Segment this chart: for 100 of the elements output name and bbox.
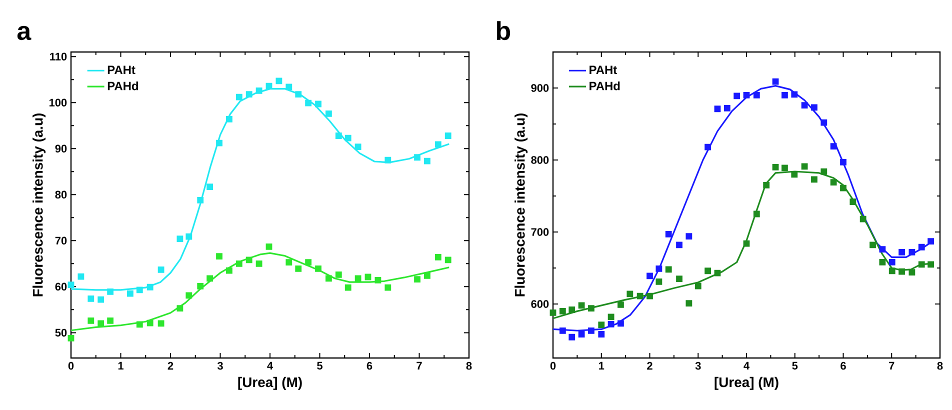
- point: [608, 314, 614, 320]
- point: [908, 269, 916, 276]
- point: [158, 266, 164, 273]
- point: [665, 230, 672, 238]
- point: [197, 283, 204, 290]
- point: [676, 276, 682, 282]
- x-tick-label: 6: [366, 362, 372, 370]
- point: [714, 270, 721, 276]
- point: [588, 305, 594, 312]
- x-tick-label: 3: [217, 362, 223, 370]
- point: [216, 140, 222, 146]
- point: [656, 278, 662, 285]
- point: [676, 242, 682, 248]
- point: [636, 292, 644, 300]
- line-series: [71, 252, 450, 332]
- point: [364, 274, 372, 280]
- point: [236, 94, 242, 100]
- point: [830, 179, 837, 186]
- point: [236, 260, 242, 267]
- point: [98, 320, 104, 327]
- point: [578, 302, 585, 309]
- point: [598, 322, 605, 328]
- point: [256, 260, 262, 267]
- y-tick-label: 700: [531, 228, 549, 236]
- point: [791, 171, 798, 178]
- x-tick-label: 1: [599, 362, 604, 370]
- point: [305, 259, 312, 266]
- point: [928, 261, 934, 268]
- point: [801, 102, 808, 108]
- y-tick-label: 800: [531, 156, 549, 164]
- point: [888, 259, 896, 266]
- point: [335, 132, 342, 139]
- point: [840, 158, 846, 166]
- point: [860, 216, 866, 222]
- x-tick-label: 4: [744, 362, 750, 370]
- point: [354, 275, 362, 282]
- point: [840, 184, 846, 192]
- point: [256, 87, 262, 94]
- point: [186, 233, 192, 240]
- point: [568, 306, 576, 313]
- point: [295, 91, 302, 98]
- x-tick-label: 4: [267, 362, 273, 370]
- x-tick-label: 5: [792, 362, 798, 370]
- y-tick-label: 110: [50, 52, 67, 60]
- point: [618, 320, 624, 327]
- point: [197, 196, 204, 204]
- point: [686, 300, 692, 306]
- x-tick-label: 0: [68, 362, 74, 370]
- point: [186, 292, 192, 299]
- y-tick-label: 50: [55, 328, 67, 337]
- point: [305, 100, 312, 106]
- point: [158, 320, 164, 327]
- y-tick-label: 100: [49, 98, 67, 106]
- point: [176, 236, 184, 242]
- point: [216, 253, 222, 260]
- point: [772, 164, 779, 170]
- point: [791, 91, 798, 98]
- point: [898, 268, 905, 275]
- point: [686, 233, 692, 240]
- x-tick-label: 5: [317, 362, 322, 370]
- point: [782, 164, 788, 172]
- y-tick-label: 60: [55, 282, 67, 291]
- point: [743, 240, 750, 247]
- point: [782, 92, 788, 98]
- point: [801, 163, 808, 170]
- chart-title: a: [17, 26, 32, 40]
- point: [763, 182, 770, 188]
- x-tick-label: 7: [416, 362, 422, 370]
- chart-title: b: [496, 21, 510, 40]
- x-tick-label: 2: [647, 362, 652, 370]
- x-tick-label: 6: [840, 362, 846, 370]
- x-tick-label: 2: [168, 362, 174, 370]
- point: [646, 272, 653, 280]
- point: [879, 246, 886, 252]
- point: [326, 110, 332, 117]
- point: [598, 331, 605, 338]
- point: [830, 143, 837, 150]
- point: [246, 91, 252, 98]
- point: [704, 268, 711, 274]
- point: [266, 82, 272, 90]
- point: [424, 272, 430, 279]
- point: [870, 242, 876, 248]
- point: [753, 92, 760, 98]
- point: [206, 275, 213, 282]
- y-tick-label: 70: [55, 236, 67, 245]
- point: [626, 290, 634, 298]
- point: [78, 273, 84, 280]
- point: [704, 144, 711, 150]
- point: [559, 327, 566, 334]
- x-tick-label: 3: [695, 362, 701, 370]
- point: [646, 292, 653, 300]
- point: [326, 275, 332, 282]
- point: [608, 320, 614, 328]
- point: [550, 309, 556, 316]
- point: [414, 276, 420, 283]
- point: [246, 256, 252, 264]
- y-tick-label: 600: [531, 300, 549, 308]
- point: [98, 296, 104, 303]
- point: [559, 308, 566, 314]
- point: [772, 78, 779, 85]
